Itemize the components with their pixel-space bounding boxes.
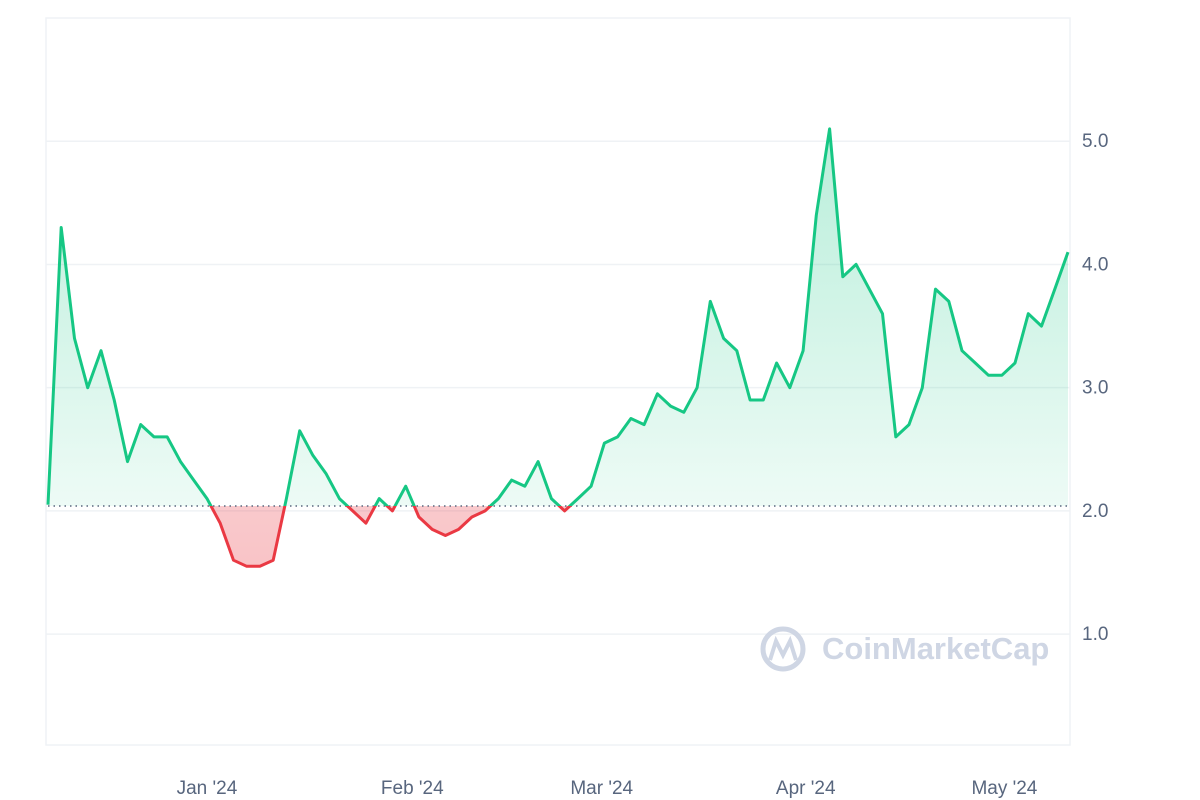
plot-frame	[45, 17, 1071, 746]
x-tick-label: Mar '24	[570, 778, 633, 799]
x-tick-label: Jan '24	[177, 778, 238, 799]
y-tick-label: 3.0	[1082, 378, 1108, 399]
line-up	[46, 127, 1070, 506]
watermark-logo-mark	[768, 635, 798, 661]
x-tick-label: Apr '24	[776, 778, 836, 799]
x-tick-label: May '24	[971, 778, 1037, 799]
watermark: CoinMarketCap	[822, 631, 1049, 666]
area-up	[48, 128, 1068, 506]
area-down	[48, 505, 1068, 567]
watermark-logo	[760, 626, 806, 672]
line-down	[209, 505, 573, 568]
x-tick-label: Feb '24	[381, 778, 444, 799]
y-tick-label: 1.0	[1082, 624, 1108, 645]
y-tick-label: 4.0	[1082, 254, 1108, 275]
y-tick-label: 5.0	[1082, 131, 1108, 152]
watermark-group: CoinMarketCap	[760, 626, 1049, 672]
y-tick-label: 2.0	[1082, 501, 1108, 522]
